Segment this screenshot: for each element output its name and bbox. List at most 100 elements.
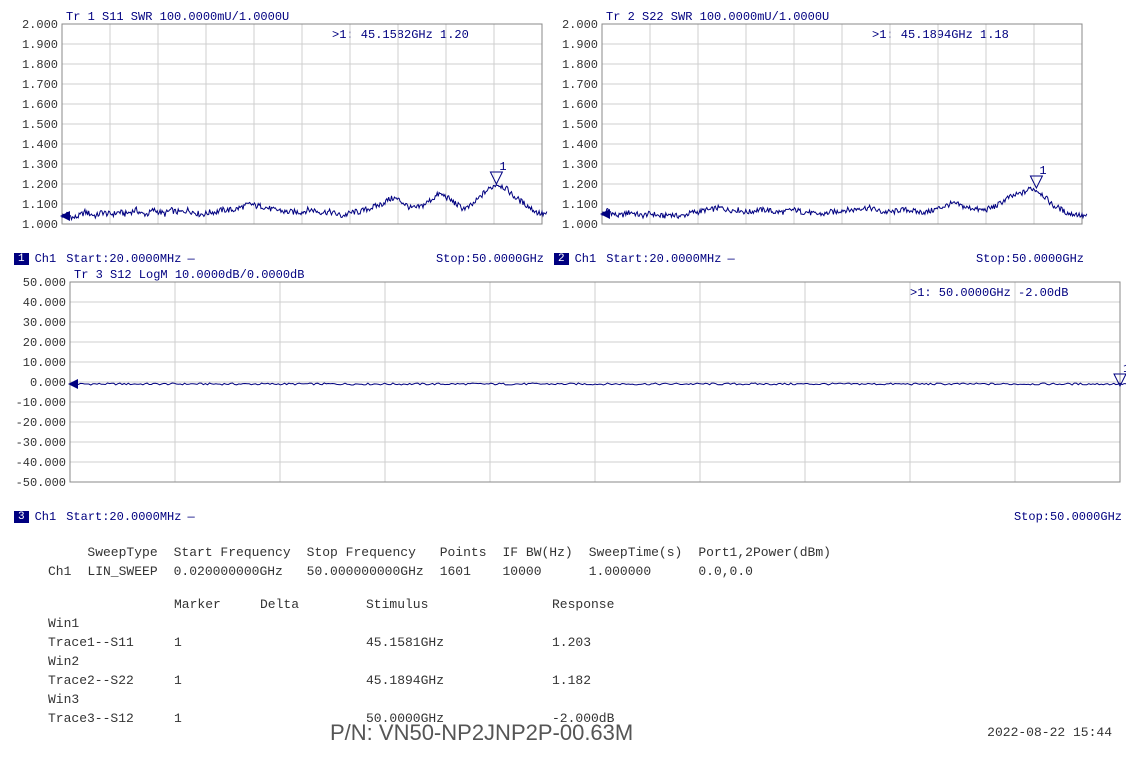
settings-header: Stop Frequency [307, 544, 438, 561]
svg-text:1: 1 [1123, 362, 1126, 376]
svg-text:1: 1 [1039, 164, 1046, 178]
svg-text:0.000: 0.000 [30, 376, 66, 390]
stop-freq: Stop:50.0000GHz [1014, 510, 1122, 524]
svg-text:1.400: 1.400 [22, 138, 58, 152]
marker-cell: 45.1581GHz [366, 634, 550, 651]
dash-icon: — [727, 252, 734, 266]
stop-freq: Stop:50.0000GHz [436, 252, 544, 266]
svg-text:-50.000: -50.000 [16, 476, 66, 490]
svg-text:1.600: 1.600 [22, 98, 58, 112]
svg-text:>1: 45.1894GHz 1.18: >1: 45.1894GHz 1.18 [872, 28, 1009, 42]
settings-header: IF BW(Hz) [503, 544, 587, 561]
svg-text:1.500: 1.500 [562, 118, 598, 132]
svg-text:1.000: 1.000 [562, 218, 598, 232]
marker-header: Marker [174, 596, 258, 613]
svg-text:>1: 50.0000GHz -2.00dB: >1: 50.0000GHz -2.00dB [910, 286, 1068, 300]
svg-text:1.200: 1.200 [562, 178, 598, 192]
marker-cell [174, 653, 258, 670]
svg-text:>1: 45.1582GHz 1.20: >1: 45.1582GHz 1.20 [332, 28, 469, 42]
dash-icon: — [187, 510, 194, 524]
start-freq: Start:20.0000MHz [66, 252, 181, 266]
channel-badge: 3 [14, 511, 29, 523]
marker-table: MarkerDeltaStimulusResponse Win1 Trace1--S… [46, 594, 688, 729]
channel-label: Ch1 [35, 510, 57, 524]
svg-text:2.000: 2.000 [22, 18, 58, 32]
svg-text:10.000: 10.000 [23, 356, 66, 370]
marker-header: Delta [260, 596, 364, 613]
svg-text:1.300: 1.300 [22, 158, 58, 172]
marker-cell: 1.182 [552, 672, 686, 689]
marker-cell: Trace2--S22 [48, 672, 172, 689]
svg-text:20.000: 20.000 [23, 336, 66, 350]
marker-cell: 45.1894GHz [366, 672, 550, 689]
marker-cell: 1 [174, 634, 258, 651]
svg-text:-40.000: -40.000 [16, 456, 66, 470]
settings-header: Start Frequency [174, 544, 305, 561]
chart-s11: Tr 1 S11 SWR 100.0000mU/1.0000U >1: 45.15… [14, 8, 548, 266]
svg-text:1.600: 1.600 [562, 98, 598, 112]
svg-text:-30.000: -30.000 [16, 436, 66, 450]
svg-text:-20.000: -20.000 [16, 416, 66, 430]
svg-text:1.200: 1.200 [22, 178, 58, 192]
marker-cell [260, 653, 364, 670]
settings-header [48, 544, 85, 561]
settings-header: SweepType [87, 544, 171, 561]
settings-cell: Ch1 [48, 563, 85, 580]
marker-cell: 1.203 [552, 634, 686, 651]
svg-text:1.300: 1.300 [562, 158, 598, 172]
svg-text:1.700: 1.700 [562, 78, 598, 92]
settings-cell: 1601 [440, 563, 501, 580]
chart-s12: Tr 3 S12 LogM 10.0000dB/0.0000dB >1: 50.0… [14, 266, 1128, 524]
marker-cell [260, 615, 364, 632]
svg-text:1.100: 1.100 [22, 198, 58, 212]
marker-cell [552, 691, 686, 708]
svg-text:1.400: 1.400 [562, 138, 598, 152]
settings-cell: 0.0,0.0 [698, 563, 845, 580]
stop-freq: Stop:50.0000GHz [976, 252, 1084, 266]
timestamp: 2022-08-22 15:44 [987, 725, 1112, 740]
chart-s22: Tr 2 S22 SWR 100.0000mU/1.0000U >1: 45.18… [554, 8, 1088, 266]
marker-cell [174, 615, 258, 632]
channel-label: Ch1 [575, 252, 597, 266]
settings-cell: 1.000000 [589, 563, 697, 580]
marker-cell: Win3 [48, 691, 172, 708]
svg-text:-10.000: -10.000 [16, 396, 66, 410]
settings-cell: 50.000000000GHz [307, 563, 438, 580]
marker-header [48, 596, 172, 613]
marker-cell: 1 [174, 672, 258, 689]
dash-icon: — [187, 252, 194, 266]
svg-text:Tr 2 S22 SWR 100.0000mU/1.000: Tr 2 S22 SWR 100.0000mU/1.0000U [606, 10, 829, 24]
svg-text:Tr 3 S12 LogM 10.0000dB/0.000: Tr 3 S12 LogM 10.0000dB/0.0000dB [74, 268, 304, 282]
settings-header: SweepTime(s) [589, 544, 697, 561]
marker-cell [366, 615, 550, 632]
marker-cell [366, 653, 550, 670]
marker-header: Stimulus [366, 596, 550, 613]
marker-cell [260, 634, 364, 651]
marker-cell: Win2 [48, 653, 172, 670]
settings-header: Port1,2Power(dBm) [698, 544, 845, 561]
marker-cell: Trace1--S11 [48, 634, 172, 651]
marker-cell: Win1 [48, 615, 172, 632]
svg-text:1: 1 [499, 160, 506, 174]
part-number: P/N: VN50-NP2JNP2P-00.63M [330, 720, 633, 746]
settings-cell: 0.020000000GHz [174, 563, 305, 580]
sweep-settings-table: SweepTypeStart FrequencyStop Frequency Po… [46, 542, 847, 582]
marker-header: Response [552, 596, 686, 613]
svg-text:1.700: 1.700 [22, 78, 58, 92]
svg-text:2.000: 2.000 [562, 18, 598, 32]
svg-text:Tr 1 S11 SWR 100.0000mU/1.000: Tr 1 S11 SWR 100.0000mU/1.0000U [66, 10, 289, 24]
svg-text:50.000: 50.000 [23, 276, 66, 290]
svg-text:1.100: 1.100 [562, 198, 598, 212]
svg-text:30.000: 30.000 [23, 316, 66, 330]
marker-cell: Trace3--S12 [48, 710, 172, 727]
marker-cell [174, 691, 258, 708]
svg-text:1.800: 1.800 [22, 58, 58, 72]
marker-cell [260, 691, 364, 708]
marker-cell [552, 653, 686, 670]
start-freq: Start:20.0000MHz [66, 510, 181, 524]
svg-text:40.000: 40.000 [23, 296, 66, 310]
channel-badge: 2 [554, 253, 569, 265]
channel-badge: 1 [14, 253, 29, 265]
marker-cell [552, 615, 686, 632]
svg-text:1.800: 1.800 [562, 58, 598, 72]
